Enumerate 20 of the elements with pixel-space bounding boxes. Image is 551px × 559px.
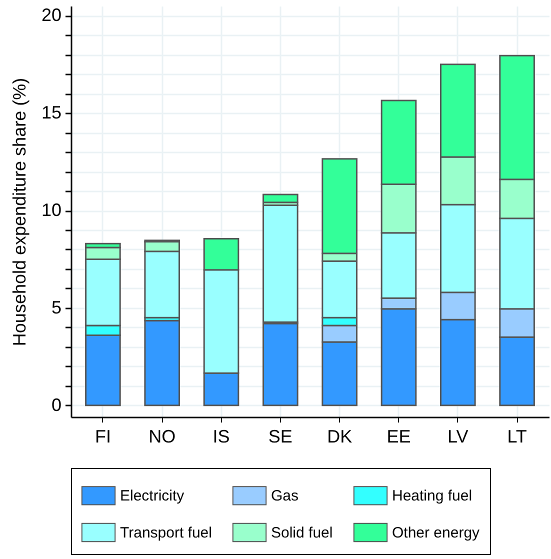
x-tick-label: LV [448, 426, 468, 446]
legend-label: Gas [271, 488, 299, 505]
x-tick-label: EE [386, 426, 411, 446]
x-tick-label: FI [94, 426, 111, 446]
legend-label: Electricity [120, 488, 185, 505]
legend-label: Solid fuel [271, 524, 333, 542]
legend-label: Transport fuel [120, 524, 212, 542]
y-tick-label: 0 [51, 394, 62, 415]
x-tick-label: IS [212, 426, 230, 446]
y-axis-title: Household expenditure share (%) [9, 78, 30, 346]
legend-label: Heating fuel [392, 488, 472, 505]
y-tick-label: 20 [41, 5, 62, 26]
y-tick-label: 15 [41, 102, 62, 123]
legend-label: Other energy [392, 524, 480, 542]
x-tick-label: SE [268, 426, 292, 446]
x-tick-label: NO [148, 426, 176, 446]
x-tick-label: DK [327, 426, 352, 446]
y-tick-label: 5 [51, 297, 62, 318]
y-tick-label: 10 [41, 200, 62, 220]
x-tick-label: LT [507, 426, 527, 446]
